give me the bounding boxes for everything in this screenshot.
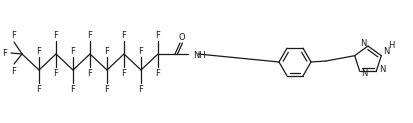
Text: N: N — [362, 69, 368, 78]
Text: F: F — [121, 31, 126, 39]
Text: F: F — [54, 31, 58, 39]
Text: H: H — [388, 41, 394, 50]
Text: F: F — [37, 85, 41, 93]
Text: NH: NH — [193, 51, 206, 60]
Text: F: F — [139, 85, 143, 93]
Text: F: F — [88, 31, 93, 39]
Text: F: F — [156, 31, 160, 39]
Text: F: F — [104, 46, 109, 55]
Text: N: N — [383, 47, 389, 56]
Text: N: N — [379, 65, 385, 74]
Text: F: F — [139, 46, 143, 55]
Text: F: F — [71, 46, 76, 55]
Text: F: F — [2, 48, 7, 57]
Text: F: F — [12, 31, 17, 39]
Text: F: F — [54, 69, 58, 77]
Text: O: O — [179, 32, 185, 41]
Text: F: F — [71, 85, 76, 93]
Text: F: F — [12, 67, 17, 76]
Text: N: N — [360, 39, 366, 48]
Text: F: F — [88, 69, 93, 77]
Text: F: F — [121, 69, 126, 77]
Text: F: F — [104, 85, 109, 93]
Text: F: F — [156, 69, 160, 77]
Text: F: F — [37, 46, 41, 55]
